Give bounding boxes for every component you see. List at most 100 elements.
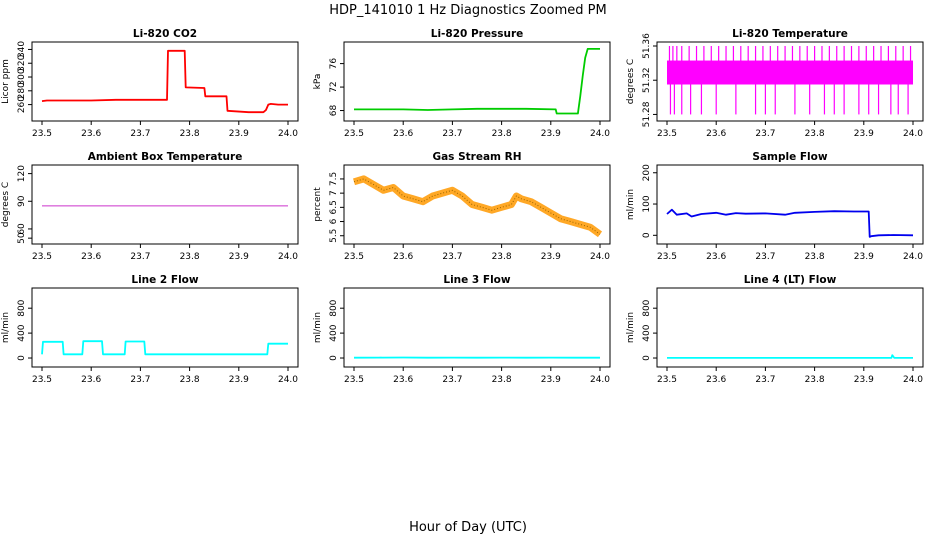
x-tick-label-line-4-lt-flow: 23.6 — [706, 375, 726, 385]
y-tick-label-line-2-flow: 800 — [17, 299, 27, 316]
x-tick-label-li-820-temperature: 23.8 — [805, 129, 825, 139]
panel-title-line-2-flow: Line 2 Flow — [131, 274, 198, 286]
y-tick-label-line-3-flow: 400 — [329, 324, 339, 341]
y-tick-label-sample-flow: 100 — [642, 195, 652, 212]
x-tick-label-line-3-flow: 23.5 — [344, 375, 364, 385]
panel-li-820-co2: Li-820 CO2 Licor ppm 23.5 23.6 23.7 23.8 23.9 2… — [1, 28, 299, 139]
x-tick-label-li-820-pressure: 23.7 — [442, 129, 462, 139]
panel-grid: Li-820 CO2 Licor ppm 23.5 23.6 23.7 23.8 23.9 2… — [1, 28, 924, 385]
x-tick-label-line-2-flow: 23.8 — [180, 375, 200, 385]
panel-li-820-pressure: Li-820 Pressure kPa 23.5 23.6 23.7 23.8 23.9 24… — [313, 28, 611, 139]
y-tick-label-ambient-box-temperature: 50 — [17, 232, 27, 244]
x-tick-label-line-2-flow: 23.9 — [229, 375, 249, 385]
plot-frame-gas-stream-rh — [343, 164, 611, 245]
y-tick-label-gas-stream-rh: 7.5 — [329, 172, 339, 186]
x-tick-label-li-820-co2: 23.8 — [180, 129, 200, 139]
x-tick-label-sample-flow: 23.6 — [706, 252, 726, 262]
x-tick-label-line-3-flow: 24.0 — [590, 375, 610, 385]
x-tick-label-li-820-co2: 24.0 — [278, 129, 298, 139]
y-label-sample-flow: ml/min — [626, 189, 636, 220]
y-tick-label-li-820-co2: 300 — [17, 68, 27, 85]
x-tick-label-line-4-lt-flow: 24.0 — [903, 375, 923, 385]
x-tick-label-line-3-flow: 23.9 — [541, 375, 561, 385]
x-tick-label-line-4-lt-flow: 23.9 — [854, 375, 874, 385]
y-tick-label-li-820-pressure: 72 — [329, 81, 339, 92]
panel-line-2-flow: Line 2 Flow ml/min 23.5 23.6 23.7 23.8 23.9 24.… — [1, 274, 299, 385]
x-tick-label-li-820-co2: 23.6 — [81, 129, 101, 139]
x-tick-label-ambient-box-temperature: 23.5 — [32, 252, 52, 262]
plot-frame-line-2-flow — [31, 287, 299, 368]
x-tick-label-li-820-co2: 23.5 — [32, 129, 52, 139]
panel-title-line-3-flow: Line 3 Flow — [443, 274, 510, 286]
y-tick-label-line-2-flow: 0 — [17, 355, 27, 361]
x-tick-label-gas-stream-rh: 23.8 — [492, 252, 512, 262]
panel-line-4-lt-flow: Line 4 (LT) Flow ml/min 23.5 23.6 23.7 23.8 23… — [626, 274, 924, 385]
x-tick-label-sample-flow: 24.0 — [903, 252, 923, 262]
x-tick-label-ambient-box-temperature: 23.7 — [130, 252, 150, 262]
y-label-line-3-flow: ml/min — [313, 312, 323, 343]
y-tick-label-line-3-flow: 0 — [329, 355, 339, 361]
series-line-line-2-flow — [41, 340, 288, 356]
x-tick-label-sample-flow: 23.7 — [755, 252, 775, 262]
y-tick-label-li-820-co2: 340 — [17, 41, 27, 58]
figure-title: HDP_141010 1 Hz Diagnostics Zoomed PM — [329, 3, 607, 18]
panel-li-820-temperature: Li-820 Temperature degrees C 23.5 23.6 23.7 2… — [626, 28, 924, 139]
y-label-li-820-co2: Licor ppm — [1, 59, 11, 104]
y-tick-label-sample-flow: 0 — [642, 232, 652, 238]
x-tick-label-ambient-box-temperature: 23.9 — [229, 252, 249, 262]
plot-frame-li-820-co2 — [31, 41, 299, 122]
x-tick-label-li-820-pressure: 23.5 — [344, 129, 364, 139]
y-tick-label-gas-stream-rh: 7 — [329, 190, 339, 196]
x-tick-label-line-4-lt-flow: 23.8 — [805, 375, 825, 385]
y-label-li-820-temperature: degrees C — [626, 59, 636, 104]
panel-title-li-820-temperature: Li-820 Temperature — [732, 28, 848, 40]
panel-gas-stream-rh: Gas Stream RH percent 23.5 23.6 23.7 23.8 23.9… — [313, 151, 611, 262]
x-tick-label-li-820-temperature: 24.0 — [903, 129, 923, 139]
x-tick-label-li-820-temperature: 23.5 — [657, 129, 677, 139]
y-tick-label-li-820-co2: 280 — [17, 82, 27, 99]
y-tick-label-line-4-lt-flow: 0 — [642, 355, 652, 361]
panel-sample-flow: Sample Flow ml/min 23.5 23.6 23.7 23.8 23.9 24.… — [626, 151, 924, 262]
plot-frame-li-820-temperature — [656, 41, 924, 122]
panel-title-li-820-co2: Li-820 CO2 — [133, 28, 197, 40]
x-tick-label-sample-flow: 23.9 — [854, 252, 874, 262]
x-tick-label-li-820-co2: 23.7 — [130, 129, 150, 139]
y-tick-label-gas-stream-rh: 6 — [329, 218, 339, 224]
y-tick-label-li-820-co2: 260 — [17, 96, 27, 113]
x-tick-label-line-3-flow: 23.7 — [442, 375, 462, 385]
panel-line-3-flow: Line 3 Flow ml/min 23.5 23.6 23.7 23.8 23.9 24.… — [313, 274, 611, 385]
y-label-line-2-flow: ml/min — [1, 312, 11, 343]
x-tick-label-ambient-box-temperature: 23.8 — [180, 252, 200, 262]
y-tick-label-li-820-temperature: 51.32 — [642, 67, 652, 93]
x-tick-label-gas-stream-rh: 23.9 — [541, 252, 561, 262]
y-tick-label-ambient-box-temperature: 90 — [17, 195, 27, 207]
x-tick-label-gas-stream-rh: 23.5 — [344, 252, 364, 262]
x-tick-label-sample-flow: 23.8 — [805, 252, 825, 262]
y-tick-label-line-2-flow: 400 — [17, 324, 27, 341]
y-tick-label-gas-stream-rh: 5.5 — [329, 229, 339, 243]
x-tick-label-li-820-pressure: 23.6 — [393, 129, 413, 139]
panel-title-li-820-pressure: Li-820 Pressure — [431, 28, 524, 40]
x-tick-label-line-2-flow: 23.5 — [32, 375, 52, 385]
panel-ambient-box-temperature: Ambient Box Temperature degrees C 23.5 23.6… — [1, 151, 299, 262]
x-tick-label-gas-stream-rh: 23.6 — [393, 252, 413, 262]
x-tick-label-ambient-box-temperature: 23.6 — [81, 252, 101, 262]
x-tick-label-ambient-box-temperature: 24.0 — [278, 252, 298, 262]
series-line-li-820-pressure — [354, 48, 600, 115]
plot-frame-sample-flow — [656, 164, 924, 245]
x-tick-label-line-2-flow: 23.7 — [130, 375, 150, 385]
panel-title-sample-flow: Sample Flow — [752, 151, 827, 163]
panel-title-ambient-box-temperature: Ambient Box Temperature — [88, 151, 243, 163]
x-tick-label-li-820-temperature: 23.9 — [854, 129, 874, 139]
y-tick-label-li-820-pressure: 68 — [329, 105, 339, 117]
x-tick-label-line-3-flow: 23.8 — [492, 375, 512, 385]
x-tick-label-line-2-flow: 23.6 — [81, 375, 101, 385]
x-tick-label-li-820-temperature: 23.6 — [706, 129, 726, 139]
y-tick-label-line-4-lt-flow: 800 — [642, 299, 652, 316]
plot-frame-line-3-flow — [343, 287, 611, 368]
x-tick-label-line-3-flow: 23.6 — [393, 375, 413, 385]
y-tick-label-ambient-box-temperature: 120 — [17, 165, 27, 182]
y-tick-label-li-820-pressure: 76 — [329, 58, 339, 70]
plot-frame-ambient-box-temperature — [31, 164, 299, 245]
